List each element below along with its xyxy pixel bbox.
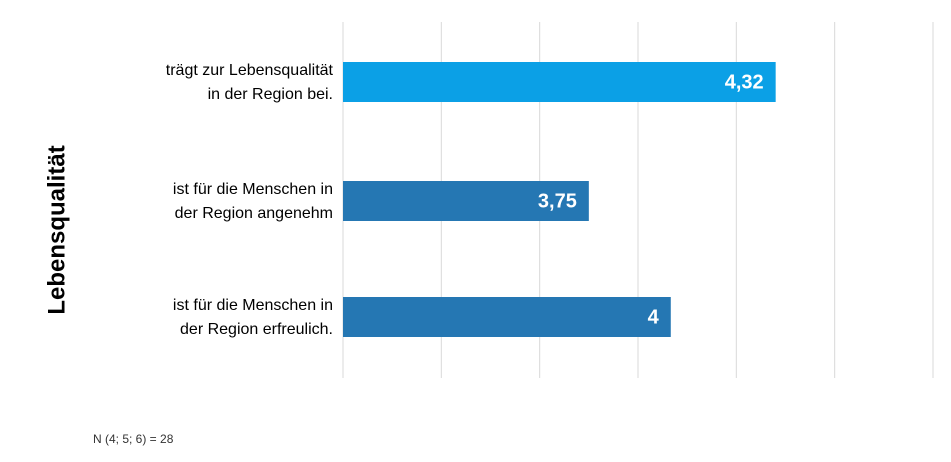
value-label: 3,75 — [538, 190, 577, 212]
bar — [343, 181, 589, 221]
category-label: ist für die Menschen in — [173, 297, 333, 314]
note: N (4; 5; 6) = 28 — [93, 432, 174, 446]
category-label: der Region erfreulich. — [180, 321, 333, 338]
axis-label: Lebensqualität — [43, 145, 70, 314]
category-label: ist für die Menschen in — [173, 181, 333, 198]
category-label: der Region angenehm — [175, 205, 333, 222]
bar — [343, 62, 776, 102]
bar — [343, 297, 671, 337]
category-label: in der Region bei. — [208, 86, 333, 103]
value-label: 4,32 — [725, 71, 764, 93]
category-label: trägt zur Lebensqualität — [166, 62, 334, 79]
value-label: 4 — [648, 306, 660, 328]
